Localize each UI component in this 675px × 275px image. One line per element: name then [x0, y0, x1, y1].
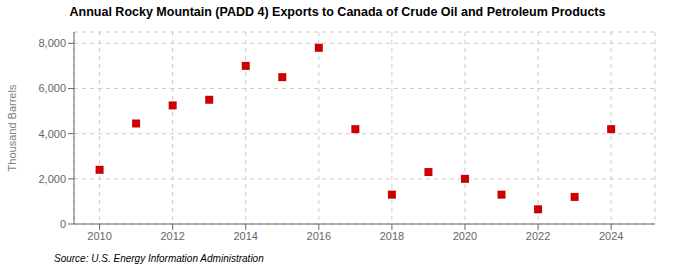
svg-text:2014: 2014	[233, 230, 257, 242]
svg-text:0: 0	[60, 218, 66, 230]
svg-text:8,000: 8,000	[38, 37, 66, 49]
svg-text:2020: 2020	[453, 230, 477, 242]
svg-text:4,000: 4,000	[38, 128, 66, 140]
svg-text:2016: 2016	[307, 230, 331, 242]
svg-text:2010: 2010	[87, 230, 111, 242]
svg-text:6,000: 6,000	[38, 82, 66, 94]
svg-text:2018: 2018	[380, 230, 404, 242]
svg-text:2012: 2012	[160, 230, 184, 242]
svg-text:2,000: 2,000	[38, 173, 66, 185]
html-text:Annual Rocky Mountain (PADD 4): Annual Rocky Mountain (PADD 4) Exports t…	[69, 5, 606, 19]
svg-text:2022: 2022	[526, 230, 550, 242]
svg-text:Thousand Barrels: Thousand Barrels	[8, 84, 18, 171]
svg-text:2024: 2024	[599, 230, 623, 242]
html-text:Source: U.S. Energy Informatio: Source: U.S. Energy Information Administ…	[54, 253, 264, 264]
